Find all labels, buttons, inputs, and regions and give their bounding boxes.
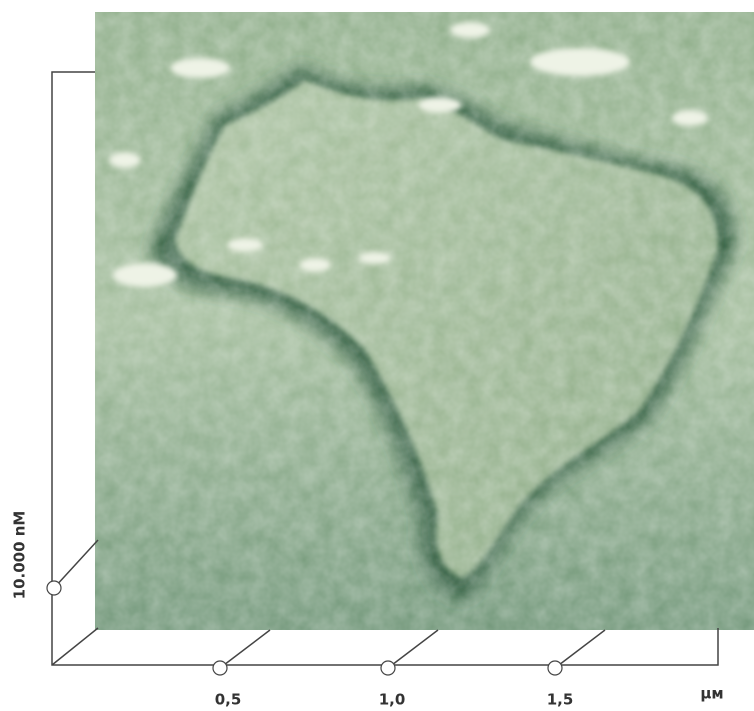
x-tick-label: 0,5 [215,691,242,709]
afm-surface [95,12,754,630]
x-unit-label: μм [700,685,723,703]
x-tick-label: 1,5 [547,691,574,709]
x-tick-label: 1,0 [379,691,406,709]
z-axis-label: 10.000 nM [11,511,29,600]
afm-figure: 10.000 nM 0,5 1,0 1,5 μм [0,0,754,711]
